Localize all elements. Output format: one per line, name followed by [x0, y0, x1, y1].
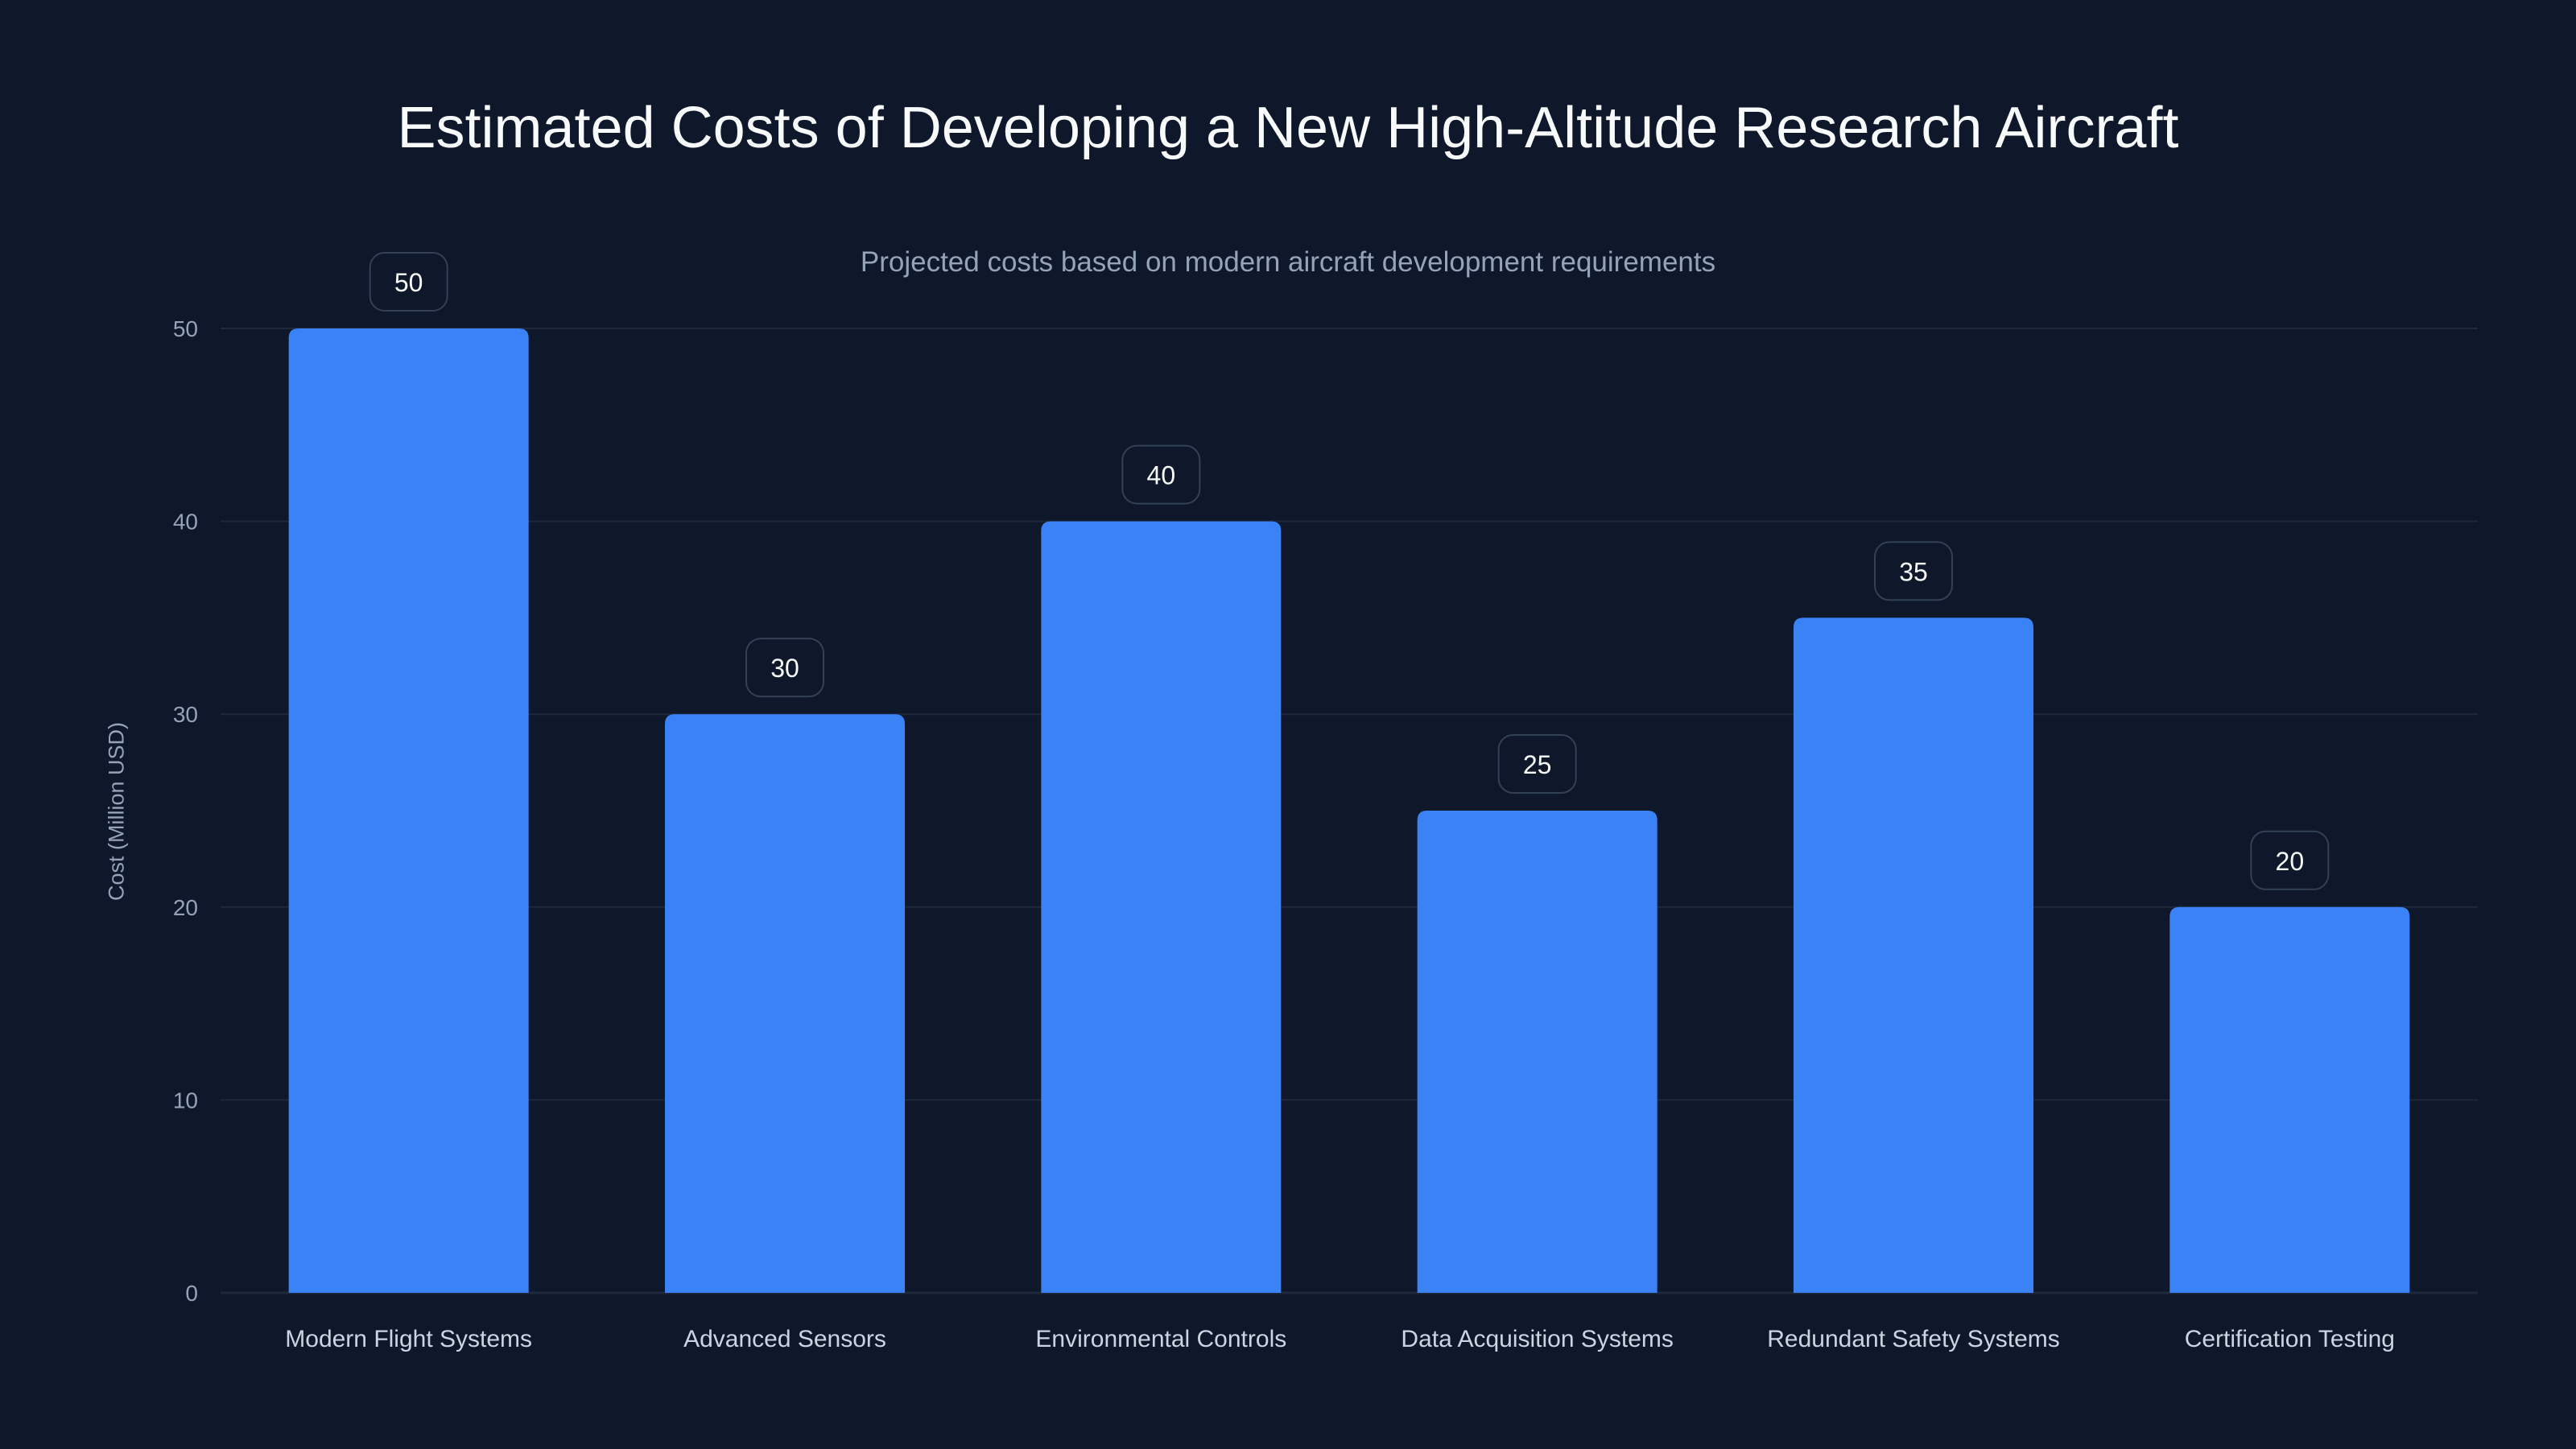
- x-tick-label: Redundant Safety Systems: [1767, 1326, 2060, 1352]
- y-tick-label: 50: [173, 316, 198, 341]
- data-label: 40: [1147, 461, 1176, 490]
- data-label: 25: [1523, 750, 1552, 779]
- data-label-box: [1497, 734, 1577, 794]
- x-tick-label: Data Acquisition Systems: [1401, 1326, 1673, 1352]
- data-label-box: [745, 638, 824, 698]
- y-tick-label: 0: [185, 1281, 198, 1306]
- x-tick-label: Advanced Sensors: [683, 1326, 886, 1352]
- bar: [1041, 521, 1282, 1293]
- data-label: 50: [394, 268, 423, 297]
- x-tick-label: Certification Testing: [2185, 1326, 2395, 1352]
- bar: [665, 714, 905, 1293]
- data-label-box: [1121, 444, 1201, 505]
- x-tick-label: Environmental Controls: [1035, 1326, 1286, 1352]
- data-label-box: [2250, 830, 2330, 890]
- data-label-box: [1874, 541, 1953, 601]
- y-tick-label: 30: [173, 702, 198, 727]
- bar: [1417, 811, 1657, 1293]
- y-tick-label: 10: [173, 1088, 198, 1113]
- y-tick-label: 40: [173, 510, 198, 535]
- bar: [1794, 617, 2033, 1293]
- chart-subtitle: Projected costs based on modern aircraft…: [860, 246, 1716, 278]
- x-tick-label: Modern Flight Systems: [285, 1326, 532, 1352]
- data-label-box: [369, 252, 448, 312]
- bar: [2169, 906, 2410, 1293]
- bar: [288, 328, 529, 1293]
- data-label: 30: [770, 654, 799, 683]
- data-label: 20: [2276, 847, 2305, 876]
- y-tick-label: 20: [173, 895, 198, 920]
- chart-title: Estimated Costs of Developing a New High…: [397, 96, 2179, 160]
- data-label: 35: [1899, 557, 1928, 586]
